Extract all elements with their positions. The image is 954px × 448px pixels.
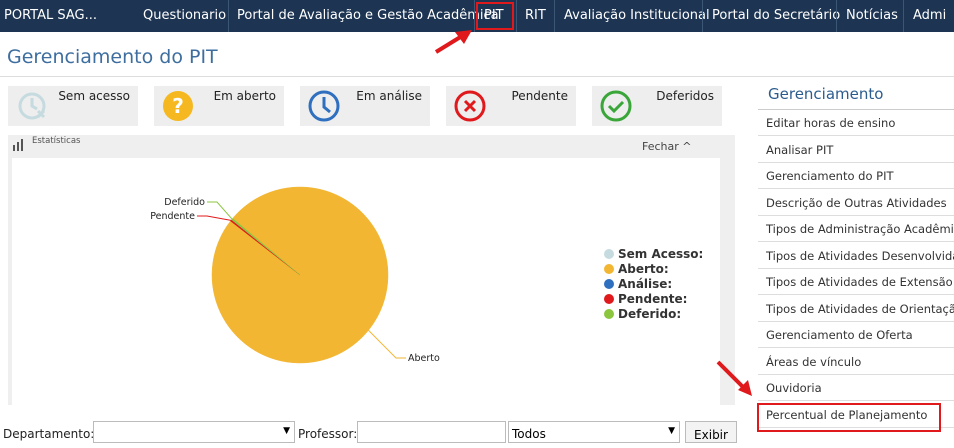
panel-title: Estatísticas (32, 136, 81, 146)
sidebar-title: Gerenciamento (768, 85, 884, 103)
status-card[interactable]: Em análise (300, 86, 430, 126)
professor-label: Professor: (298, 427, 358, 441)
legend-label: Aberto: (618, 262, 669, 276)
slice-label: Deferido (164, 197, 205, 208)
legend-marker (604, 279, 614, 289)
label-connector (207, 201, 233, 220)
status-icon (600, 90, 632, 122)
close-text[interactable]: Fechar (642, 140, 679, 153)
sidebar-item[interactable]: Editar horas de ensino (758, 110, 954, 136)
nav-item[interactable]: Admi (913, 8, 947, 23)
nav-separator (903, 0, 904, 32)
sidebar-item[interactable]: Tipos de Atividades Desenvolvidas (758, 243, 954, 269)
legend-label: Deferido: (618, 307, 681, 321)
status-label[interactable]: Deferidos (656, 89, 714, 103)
nav-item[interactable]: Avaliação Institucional (564, 8, 710, 23)
legend-label: Sem Acesso: (618, 247, 703, 261)
nav-item[interactable]: Questionario (143, 8, 227, 23)
status-card[interactable]: Pendente (446, 86, 576, 126)
department-label: Departamento: (3, 427, 95, 441)
nav-separator (228, 0, 229, 32)
brand[interactable]: PORTAL SAG... (4, 8, 97, 23)
page-title: Gerenciamento do PIT (7, 46, 218, 68)
sidebar-item[interactable]: Gerenciamento de Oferta (758, 322, 954, 348)
professor-input[interactable] (357, 421, 506, 443)
status-select[interactable]: Todos ▼ (508, 421, 680, 443)
nav-item[interactable]: Portal do Secretário (712, 8, 841, 23)
sidebar-item[interactable]: Tipos de Atividades de Orientação (758, 296, 954, 322)
status-select-text[interactable]: Todos (512, 427, 546, 441)
status-icon (454, 90, 486, 122)
divider (758, 109, 954, 110)
label-connector (368, 329, 406, 359)
chart-icon (13, 139, 23, 151)
nav-separator (474, 0, 475, 32)
legend-marker (604, 309, 614, 319)
pie-chart: Aberto Pendente Deferido Sem Acesso:Aberto:… (150, 186, 703, 364)
sidebar-item[interactable]: Gerenciamento do PIT (758, 163, 954, 189)
show-button[interactable]: Exibir (685, 421, 737, 443)
nav-item[interactable]: Portal de Avaliação e Gestão Acadêmica (237, 8, 499, 23)
sidebar-item[interactable]: Tipos de Atividades de Extensão (758, 269, 954, 295)
nav-item[interactable]: PIT (484, 8, 504, 23)
status-card[interactable]: Sem acesso (8, 86, 138, 126)
sidebar-item[interactable]: Tipos de Administração Acadêmica (758, 216, 954, 242)
sidebar-item[interactable]: Percentual de Planejamento (758, 402, 954, 428)
status-label[interactable]: Pendente (511, 89, 569, 103)
stats-panel: Estatísticas Fechar ^ Aberto Pendente Defe… (8, 135, 735, 405)
status-label[interactable]: Sem acesso (58, 89, 130, 103)
nav-item[interactable]: Notícias (846, 8, 898, 23)
close-toggle[interactable]: Fechar ^ (642, 140, 692, 153)
pie-slice (211, 186, 389, 364)
nav-separator (516, 0, 517, 32)
label-connector (197, 215, 232, 221)
status-label[interactable]: Em análise (356, 89, 422, 103)
nav-separator (836, 0, 837, 32)
department-select[interactable]: ▼ (93, 421, 295, 443)
status-icon (18, 92, 46, 120)
legend-marker (604, 264, 614, 274)
sidebar-item[interactable]: Ouvidoria (758, 375, 954, 401)
status-icon (308, 90, 340, 122)
sidebar-item[interactable]: Áreas de vínculo (758, 349, 954, 375)
svg-text:?: ? (172, 94, 184, 118)
legend-marker (604, 294, 614, 304)
slice-label: Aberto (408, 353, 440, 364)
status-icon: ? (163, 91, 193, 121)
nav-separator (554, 0, 555, 32)
status-label[interactable]: Em aberto (213, 89, 276, 103)
legend-label: Análise: (618, 277, 672, 291)
nav-separator (702, 0, 703, 32)
slice-label: Pendente (150, 211, 195, 222)
legend-label: Pendente: (618, 292, 687, 306)
sidebar-item[interactable]: Descrição de Outras Atividades (758, 190, 954, 216)
status-card[interactable]: ? Em aberto (154, 86, 284, 126)
divider (0, 76, 954, 77)
legend-marker (604, 249, 614, 259)
highlight-box (476, 2, 514, 30)
highlight-box (757, 403, 941, 432)
status-card[interactable]: Deferidos (592, 86, 722, 126)
nav-item[interactable]: RIT (525, 8, 546, 23)
sidebar-item[interactable]: Analisar PIT (758, 137, 954, 163)
